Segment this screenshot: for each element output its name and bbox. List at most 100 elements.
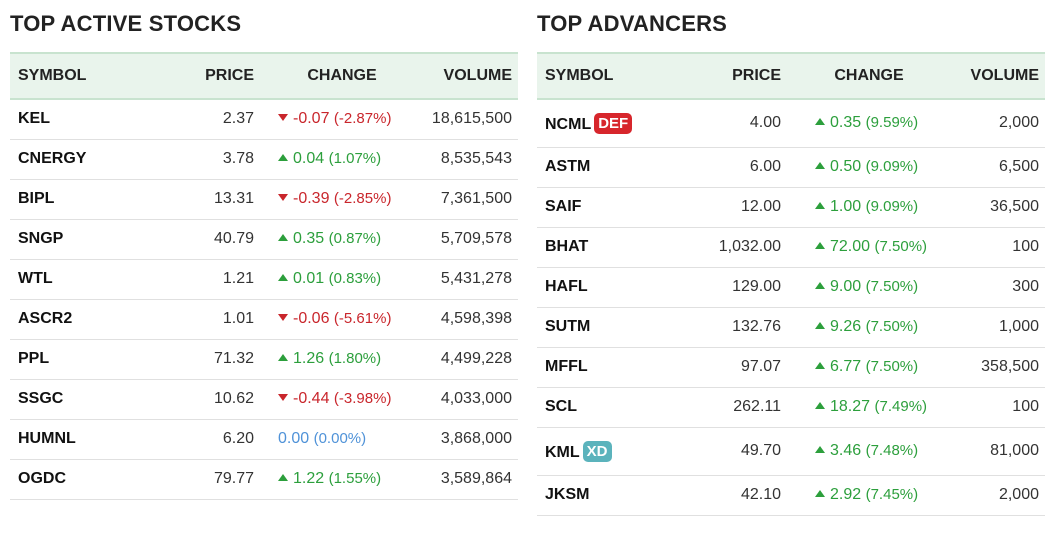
change-percent: (9.09%) [865, 158, 919, 175]
change-cell: 0.50 (9.09%) [787, 147, 919, 188]
volume-cell: 1,000 [917, 307, 1045, 348]
table-row[interactable]: SUTM 132.76 9.26 (7.50%) 1,000 [537, 307, 1045, 348]
table-row[interactable]: CNERGY 3.78 0.04 (1.07%) 8,535,543 [10, 139, 518, 180]
table-row[interactable]: BIPL 13.31 -0.39 (-2.85%) 7,361,500 [10, 179, 518, 220]
table-row[interactable]: ASTM 6.00 0.50 (9.09%) 6,500 [537, 147, 1045, 188]
price-cell: 49.70 [657, 427, 787, 476]
volume-cell: 4,598,398 [390, 299, 518, 340]
change-percent: (7.50%) [865, 358, 919, 375]
symbol-link[interactable]: MFFL [545, 358, 588, 375]
price-cell: 4.00 [657, 99, 787, 148]
change-value: 18.27 [830, 398, 871, 415]
change-cell: -0.06 (-5.61%) [260, 299, 391, 340]
table-row[interactable]: SAIF 12.00 1.00 (9.09%) 36,500 [537, 187, 1045, 228]
price-cell: 10.62 [130, 379, 260, 420]
volume-header[interactable]: VOLUME [917, 52, 1045, 100]
table-row[interactable]: KEL 2.37 -0.07 (-2.87%) 18,615,500 [10, 99, 518, 140]
change-cell: 9.26 (7.50%) [787, 307, 918, 348]
symbol-link[interactable]: SAIF [545, 198, 582, 215]
symbol-link[interactable]: WTL [18, 270, 53, 287]
table-row[interactable]: MFFL 97.07 6.77 (7.50%) 358,500 [537, 347, 1045, 388]
panel-title: TOP ACTIVE STOCKS [10, 11, 242, 36]
symbol-cell: SNGP [10, 219, 130, 260]
change-value: 2.92 [830, 486, 862, 503]
table-row[interactable]: WTL 1.21 0.01 (0.83%) 5,431,278 [10, 259, 518, 300]
volume-cell: 36,500 [917, 187, 1045, 228]
price-header[interactable]: PRICE [130, 52, 260, 100]
symbol-link[interactable]: SNGP [18, 230, 64, 247]
symbol-cell: HAFL [537, 267, 657, 308]
price-cell: 97.07 [657, 347, 787, 388]
table-row[interactable]: SCL 262.11 18.27 (7.49%) 100 [537, 387, 1045, 428]
table-row[interactable]: JKSM 42.10 2.92 (7.45%) 2,000 [537, 475, 1045, 516]
table-row[interactable]: SNGP 40.79 0.35 (0.87%) 5,709,578 [10, 219, 518, 260]
change-cell: 0.04 (1.07%) [260, 139, 390, 180]
symbol-cell: PPL [10, 339, 130, 380]
change-header[interactable]: CHANGE [260, 52, 390, 100]
change-cell: 0.00 (0.00%) [260, 419, 390, 460]
price-cell: 129.00 [657, 267, 787, 308]
table-row[interactable]: KML XD 49.70 3.46 (7.48%) 81,000 [537, 427, 1045, 476]
change-percent: (1.07%) [328, 150, 382, 167]
symbol-link[interactable]: ASCR2 [18, 310, 73, 327]
symbol-link[interactable]: ASTM [545, 158, 591, 175]
change-value: 1.22 [293, 470, 325, 487]
symbol-cell: SCL [537, 387, 657, 428]
table-row[interactable]: HUMNL 6.20 0.00 (0.00%) 3,868,000 [10, 419, 518, 460]
table-row[interactable]: HAFL 129.00 9.00 (7.50%) 300 [537, 267, 1045, 308]
volume-header[interactable]: VOLUME [390, 52, 518, 100]
triangle-down-icon [278, 114, 288, 122]
symbol-cell: ASCR2 [10, 299, 130, 340]
change-header[interactable]: CHANGE [787, 52, 917, 100]
table-row[interactable]: BHAT 1,032.00 72.00 (7.50%) 100 [537, 227, 1045, 268]
symbol-link[interactable]: HUMNL [18, 430, 76, 447]
symbol-link[interactable]: OGDC [18, 470, 66, 487]
price-cell: 2.37 [130, 99, 260, 140]
symbol-link[interactable]: BIPL [18, 190, 55, 207]
symbol-header[interactable]: SYMBOL [537, 52, 657, 100]
price-header[interactable]: PRICE [657, 52, 787, 100]
triangle-up-icon [815, 490, 825, 497]
active-stocks-table: SYMBOL PRICE CHANGE VOLUME KEL 2.37 -0.07 … [10, 52, 518, 500]
change-value: -0.44 [293, 390, 330, 407]
symbol-link[interactable]: SUTM [545, 318, 591, 335]
symbol-cell: ASTM [537, 147, 657, 188]
symbol-link[interactable]: KEL [18, 110, 50, 128]
table-row[interactable]: NCML DEF 4.00 0.35 (9.59%) 2,000 [537, 99, 1045, 148]
price-cell: 42.10 [657, 475, 787, 516]
symbol-header[interactable]: SYMBOL [10, 52, 130, 100]
price-cell: 79.77 [130, 459, 260, 500]
triangle-down-icon [278, 394, 288, 401]
symbol-link[interactable]: KML [545, 443, 580, 461]
table-row[interactable]: OGDC 79.77 1.22 (1.55%) 3,589,864 [10, 459, 518, 500]
symbol-cell: BIPL [10, 179, 130, 220]
symbol-link[interactable]: SCL [545, 398, 577, 415]
change-value: 0.00 [278, 430, 310, 447]
symbol-cell: NCML DEF [537, 99, 657, 148]
change-percent: (7.49%) [874, 398, 928, 415]
symbol-link[interactable]: NCML [545, 115, 592, 133]
panel-title: TOP ADVANCERS [537, 11, 728, 36]
symbol-cell: WTL [10, 259, 130, 300]
table-row[interactable]: SSGC 10.62 -0.44 (-3.98%) 4,033,000 [10, 379, 518, 420]
symbol-link[interactable]: PPL [18, 350, 50, 367]
volume-cell: 300 [917, 267, 1045, 308]
change-percent: (-2.87%) [333, 110, 392, 128]
symbol-cell: MFFL [537, 347, 657, 388]
table-row[interactable]: PPL 71.32 1.26 (1.80%) 4,499,228 [10, 339, 518, 380]
symbol-link[interactable]: JKSM [545, 486, 590, 503]
change-percent: (7.50%) [874, 238, 928, 255]
change-cell: -0.07 (-2.87%) [260, 99, 392, 140]
price-cell: 132.76 [657, 307, 787, 348]
change-value: -0.39 [293, 190, 330, 207]
symbol-link[interactable]: CNERGY [18, 150, 87, 167]
symbol-link[interactable]: SSGC [18, 390, 64, 407]
table-row[interactable]: ASCR2 1.01 -0.06 (-5.61%) 4,598,398 [10, 299, 518, 340]
symbol-cell: SUTM [537, 307, 657, 348]
price-cell: 1.01 [130, 299, 260, 340]
volume-cell: 2,000 [917, 99, 1045, 148]
advancers-table: SYMBOL PRICE CHANGE VOLUME NCML DEF 4.00 0.… [537, 52, 1045, 516]
symbol-link[interactable]: HAFL [545, 278, 588, 295]
top-active-stocks-panel: TOP ACTIVE STOCKS SYMBOL PRICE CHANGE VO… [10, 0, 518, 500]
symbol-link[interactable]: BHAT [545, 238, 589, 255]
